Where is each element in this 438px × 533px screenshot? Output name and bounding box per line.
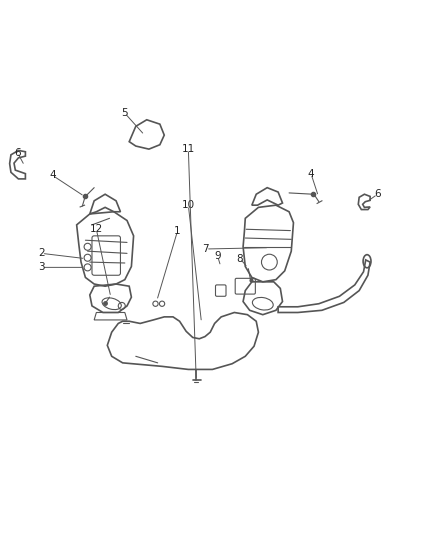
Text: 1: 1 <box>174 227 181 237</box>
Text: 4: 4 <box>49 171 56 180</box>
Text: 3: 3 <box>38 262 45 272</box>
Text: 5: 5 <box>121 108 128 118</box>
Text: 6: 6 <box>374 189 381 199</box>
Text: 2: 2 <box>38 248 45 259</box>
Text: 10: 10 <box>182 200 195 210</box>
Text: 4: 4 <box>307 168 314 179</box>
Text: 12: 12 <box>90 224 103 235</box>
Text: 7: 7 <box>202 244 209 254</box>
Text: 6: 6 <box>14 148 21 158</box>
Text: 8: 8 <box>237 254 244 264</box>
Text: 9: 9 <box>214 252 221 261</box>
Text: 11: 11 <box>182 144 195 154</box>
